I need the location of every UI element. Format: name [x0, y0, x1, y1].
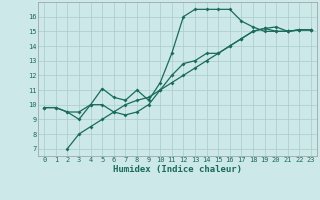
X-axis label: Humidex (Indice chaleur): Humidex (Indice chaleur) — [113, 165, 242, 174]
